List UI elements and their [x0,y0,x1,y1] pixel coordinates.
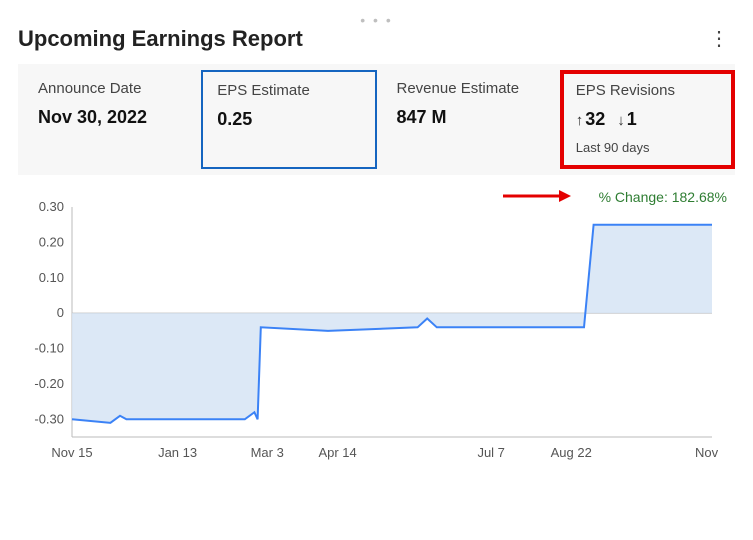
card-revenue-estimate: Revenue Estimate 847 M [383,70,554,169]
svg-text:Nov 6: Nov 6 [695,445,718,460]
card-label: EPS Estimate [217,82,360,99]
card-eps-estimate[interactable]: EPS Estimate 0.25 [201,70,376,169]
svg-text:Apr 14: Apr 14 [318,445,356,460]
header-row: Upcoming Earnings Report ⋮ [18,26,735,52]
svg-text:Nov 15: Nov 15 [51,445,92,460]
up-arrow-icon: ↑ [576,112,584,129]
svg-text:0.10: 0.10 [39,270,64,285]
card-label: EPS Revisions [576,82,719,99]
svg-text:0.30: 0.30 [39,199,64,214]
revisions-sub: Last 90 days [576,140,719,155]
card-eps-revisions: EPS Revisions ↑32 ↓1 Last 90 days [560,70,735,169]
eps-area-chart: 0.30 0.20 0.10 0 -0.10 -0.20 -0.30 Nov 15 Jan 13… [18,189,718,469]
chart-container: % Change: 182.68% 0.30 0.20 0.10 0 -0.10 -0.2… [18,189,735,489]
card-value: 847 M [397,107,540,128]
card-value: Nov 30, 2022 [38,107,181,128]
page-title: Upcoming Earnings Report [18,26,303,52]
revisions-up: 32 [585,109,605,129]
svg-text:Aug 22: Aug 22 [551,445,592,460]
revisions-down: 1 [627,109,637,129]
svg-text:Jul 7: Jul 7 [477,445,504,460]
card-label: Announce Date [38,80,181,97]
svg-text:0.20: 0.20 [39,234,64,249]
down-arrow-icon: ↓ [617,112,625,129]
drag-handle-dots: • • • [18,12,735,26]
svg-text:Mar 3: Mar 3 [251,445,284,460]
svg-text:-0.10: -0.10 [34,341,64,356]
svg-text:-0.30: -0.30 [34,411,64,426]
card-announce-date: Announce Date Nov 30, 2022 [24,70,195,169]
card-value: 0.25 [217,109,360,130]
annotation-arrow-icon [501,186,573,206]
svg-text:0: 0 [57,305,64,320]
summary-cards: Announce Date Nov 30, 2022 EPS Estimate … [18,64,735,175]
card-label: Revenue Estimate [397,80,540,97]
svg-text:-0.20: -0.20 [34,376,64,391]
pct-change-label: % Change: 182.68% [599,189,727,205]
revisions-row: ↑32 ↓1 [576,109,719,130]
menu-kebab-icon[interactable]: ⋮ [703,29,735,49]
svg-text:Jan 13: Jan 13 [158,445,197,460]
